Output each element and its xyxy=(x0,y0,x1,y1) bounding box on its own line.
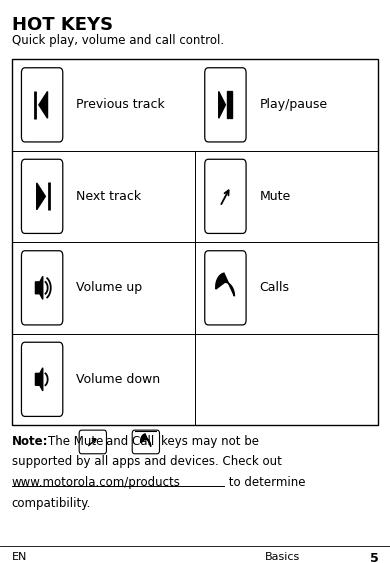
FancyBboxPatch shape xyxy=(205,159,246,234)
Text: compatibility.: compatibility. xyxy=(12,497,91,510)
FancyBboxPatch shape xyxy=(21,251,63,325)
Text: www.motorola.com/products: www.motorola.com/products xyxy=(12,476,181,489)
Bar xyxy=(12,59,378,425)
FancyBboxPatch shape xyxy=(205,68,246,142)
FancyBboxPatch shape xyxy=(21,159,63,234)
Text: Next track: Next track xyxy=(76,190,141,203)
Polygon shape xyxy=(35,276,43,300)
Text: to determine: to determine xyxy=(225,476,305,489)
Text: Volume up: Volume up xyxy=(76,282,142,294)
Text: EN: EN xyxy=(12,552,27,562)
Text: Note:: Note: xyxy=(12,435,48,448)
Polygon shape xyxy=(216,273,234,296)
Text: Play/pause: Play/pause xyxy=(259,99,328,111)
Polygon shape xyxy=(219,91,225,118)
Bar xyxy=(227,91,229,118)
Polygon shape xyxy=(141,434,151,446)
FancyBboxPatch shape xyxy=(132,430,160,454)
Text: supported by all apps and devices. Check out: supported by all apps and devices. Check… xyxy=(12,455,282,468)
Bar xyxy=(230,91,232,118)
FancyBboxPatch shape xyxy=(21,342,63,417)
Text: Quick play, volume and call control.: Quick play, volume and call control. xyxy=(12,34,224,47)
Text: Basics: Basics xyxy=(265,552,300,562)
FancyBboxPatch shape xyxy=(205,251,246,325)
Text: keys may not be: keys may not be xyxy=(161,435,259,448)
Text: Volume down: Volume down xyxy=(76,373,160,386)
Polygon shape xyxy=(39,91,48,118)
Polygon shape xyxy=(37,183,45,210)
FancyBboxPatch shape xyxy=(79,430,106,454)
Text: 5: 5 xyxy=(370,552,378,563)
Text: The Mute: The Mute xyxy=(48,435,103,448)
FancyBboxPatch shape xyxy=(21,68,63,142)
Text: HOT KEYS: HOT KEYS xyxy=(12,16,113,34)
Text: Previous track: Previous track xyxy=(76,99,165,111)
Text: Calls: Calls xyxy=(259,282,289,294)
Polygon shape xyxy=(35,368,43,391)
Text: Mute: Mute xyxy=(259,190,291,203)
Text: and Call: and Call xyxy=(106,435,154,448)
